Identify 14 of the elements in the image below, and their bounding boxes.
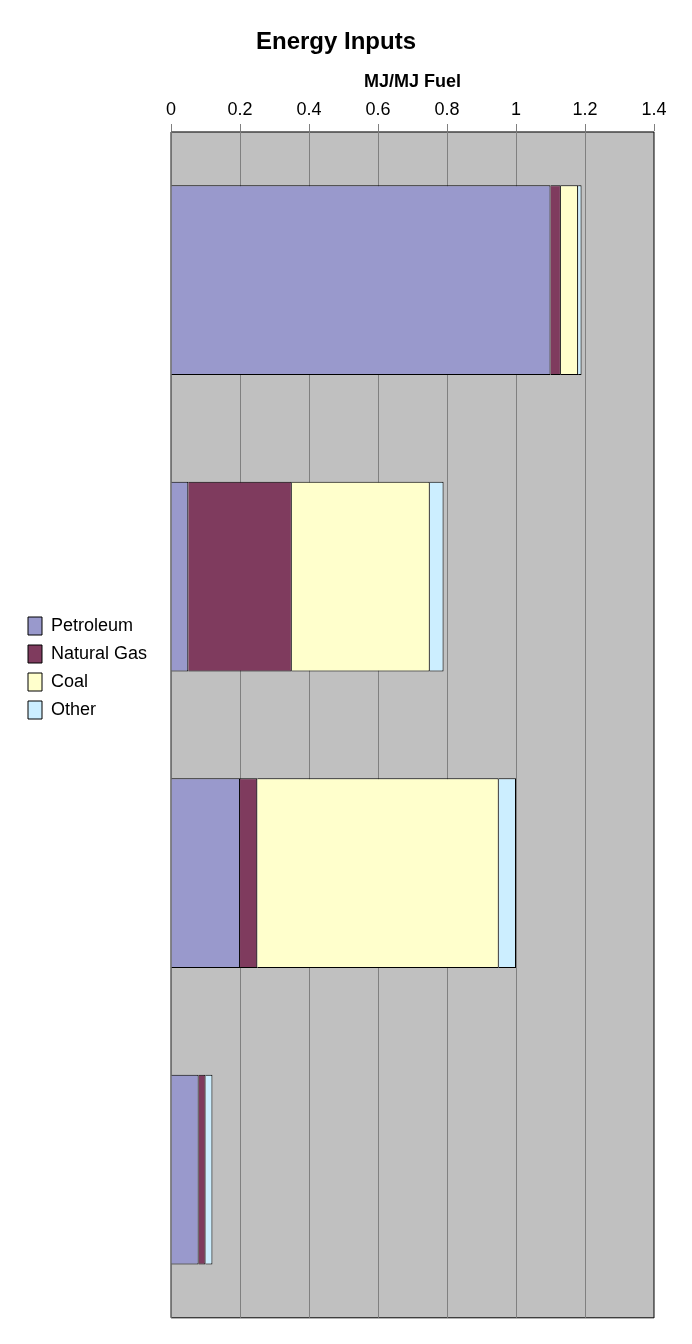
x-tick-label: 1.4 — [641, 99, 667, 120]
x-tick-label: 1 — [511, 99, 522, 120]
chart-title: Energy Inputs — [255, 27, 417, 55]
legend-label: Coal — [51, 670, 89, 691]
x-axis-title: MJ/MJ Fuel — [364, 70, 462, 91]
x-tick-label: 0.4 — [296, 99, 322, 120]
x-tick-label: 0.6 — [365, 99, 391, 120]
x-tick-label: 0 — [166, 99, 177, 120]
x-tick-label: 0.8 — [434, 99, 460, 120]
legend-label: Other — [51, 698, 97, 719]
x-tick-label: 0.2 — [227, 99, 253, 120]
legend-label: Natural Gas — [51, 642, 148, 663]
x-tick-label: 1.2 — [572, 99, 598, 120]
legend-label: Petroleum — [51, 614, 134, 635]
